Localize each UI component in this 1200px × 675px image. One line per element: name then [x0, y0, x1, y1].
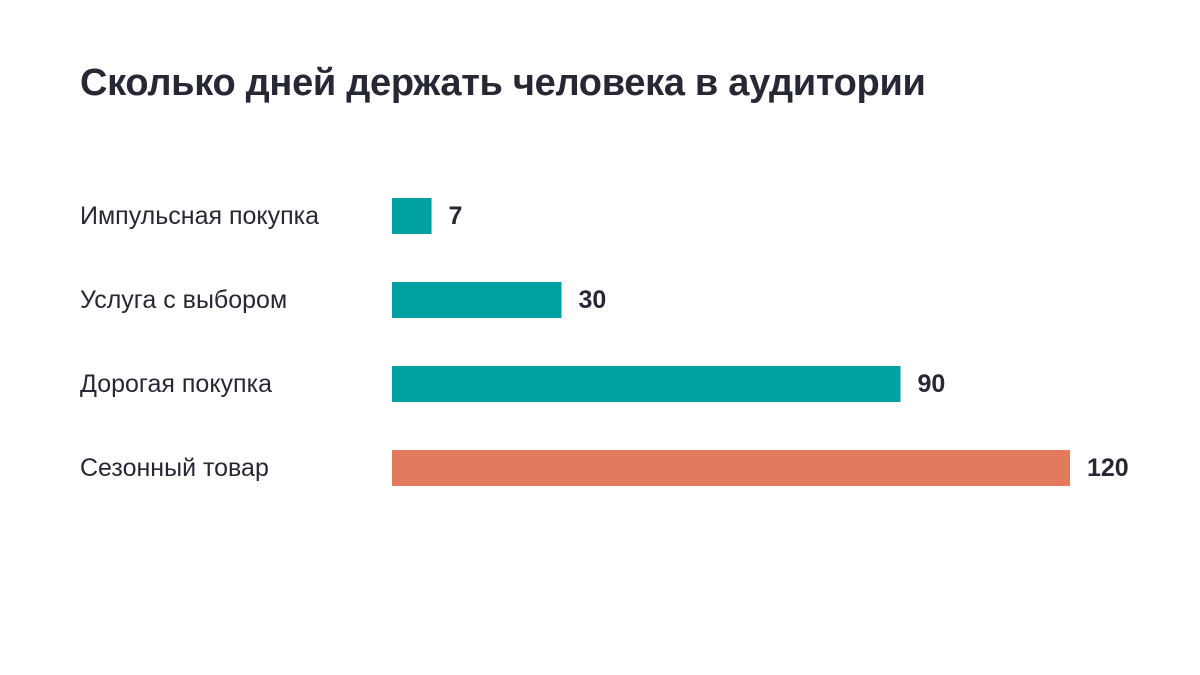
bar	[392, 366, 901, 402]
bar	[392, 450, 1070, 486]
value-label: 30	[579, 286, 607, 314]
bar	[392, 198, 432, 234]
category-label: Импульсная покупка	[80, 202, 319, 230]
value-label: 90	[918, 370, 946, 398]
category-label: Дорогая покупка	[80, 370, 272, 398]
bar	[392, 282, 562, 318]
value-label: 120	[1087, 454, 1129, 482]
value-label: 7	[449, 202, 463, 230]
chart-title: Сколько дней держать человека в аудитори…	[80, 62, 926, 104]
category-label: Услуга с выбором	[80, 286, 287, 314]
category-label: Сезонный товар	[80, 454, 269, 482]
